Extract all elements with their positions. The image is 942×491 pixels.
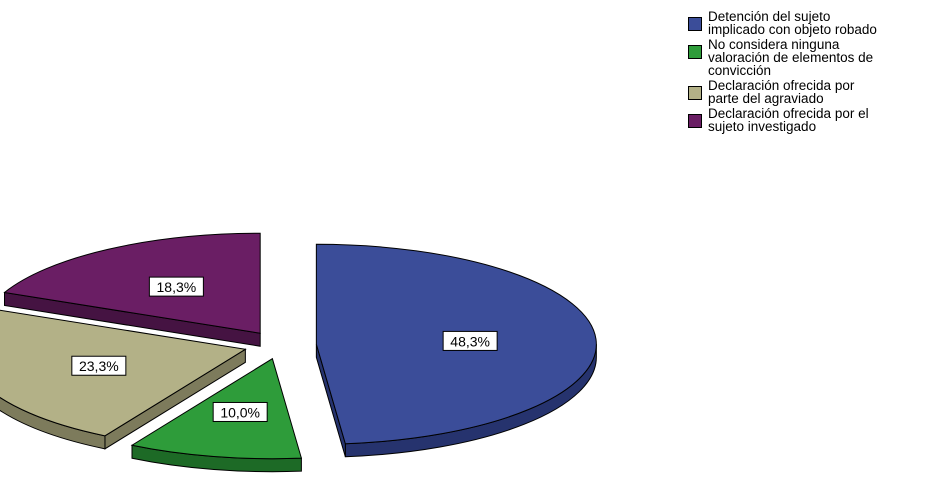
legend-swatch <box>688 17 702 31</box>
data-label-text: 18,3% <box>157 279 197 295</box>
legend-label: No considera ninguna valoración de eleme… <box>708 37 874 78</box>
data-label-text: 48,3% <box>450 333 490 349</box>
data-label-agraviado: 23,3% <box>71 355 127 376</box>
legend-item-no-considera: No considera ninguna valoración de eleme… <box>688 38 940 77</box>
data-label-box <box>148 276 204 297</box>
legend-item-detencion: Detención del sujeto implicado con objet… <box>688 10 940 36</box>
legend-item-investigado: Declaración ofrecida por el sujeto inves… <box>688 107 940 133</box>
data-label-box <box>442 330 498 351</box>
legend-swatch <box>688 114 702 128</box>
legend-item-agraviado: Declaración ofrecida por parte del agrav… <box>688 79 940 105</box>
pie-3d-sides <box>0 291 597 473</box>
pie-slice-investigado <box>3 232 261 334</box>
data-label-box <box>212 401 268 422</box>
legend-swatch <box>688 45 702 59</box>
data-label-text: 10,0% <box>220 404 260 420</box>
legend-label: Declaración ofrecida por parte del agrav… <box>708 78 855 106</box>
legend-label: Detención del sujeto implicado con objet… <box>708 9 877 37</box>
data-label-no-considera: 10,0% <box>212 401 268 422</box>
data-label-detencion: 48,3% <box>442 330 498 351</box>
legend-swatch <box>688 86 702 100</box>
pie-data-labels: 48,3% 10,0% 23,3% 18,3% <box>71 276 498 422</box>
legend-label: Declaración ofrecida por el sujeto inves… <box>708 106 869 134</box>
chart-legend: Detención del sujeto implicado con objet… <box>688 10 940 135</box>
data-label-investigado: 18,3% <box>148 276 204 297</box>
data-label-box <box>71 355 127 376</box>
data-label-text: 23,3% <box>79 358 119 374</box>
